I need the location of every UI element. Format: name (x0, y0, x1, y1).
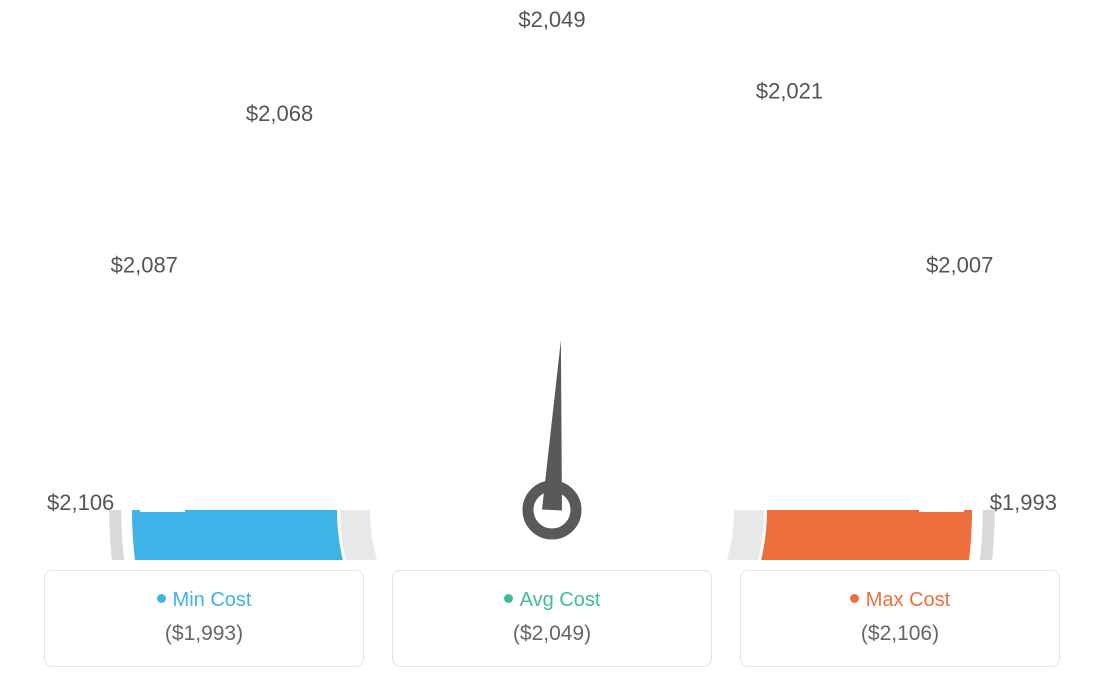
gauge-tick-label: $1,993 (990, 490, 1057, 515)
gauge-tick-label: $2,007 (926, 253, 993, 278)
legend-value-min: ($1,993) (55, 622, 353, 646)
legend-label-max-text: Max Cost (866, 589, 950, 611)
gauge-tick-label: $2,021 (756, 79, 823, 104)
legend-label-max: Max Cost (751, 589, 1049, 612)
legend-value-max: ($2,106) (751, 622, 1049, 646)
legend-dot-max (850, 594, 859, 603)
legend-label-avg-text: Avg Cost (520, 589, 601, 611)
gauge-svg: $1,993 $2,007 $2,021 $2,049 $2,068 $2,087 $2,1… (0, 0, 1104, 560)
legend-label-min-text: Min Cost (173, 589, 252, 611)
legend-dot-min (157, 594, 166, 603)
gauge-tick-label: $2,049 (518, 7, 585, 32)
legend-card-min: Min Cost ($1,993) (44, 570, 364, 667)
legend-row: Min Cost ($1,993) Avg Cost ($2,049) Max … (0, 570, 1104, 667)
gauge-tick-label: $2,106 (47, 490, 114, 515)
legend-dot-avg (504, 594, 513, 603)
legend-label-avg: Avg Cost (403, 589, 701, 612)
legend-card-max: Max Cost ($2,106) (740, 570, 1060, 667)
gauge-tick-label: $2,087 (111, 253, 178, 278)
gauge-tick-label: $2,068 (246, 101, 313, 126)
legend-label-min: Min Cost (55, 589, 353, 612)
gauge-chart: $1,993 $2,007 $2,021 $2,049 $2,068 $2,087 $2,1… (0, 0, 1104, 560)
legend-value-avg: ($2,049) (403, 622, 701, 646)
legend-card-avg: Avg Cost ($2,049) (392, 570, 712, 667)
